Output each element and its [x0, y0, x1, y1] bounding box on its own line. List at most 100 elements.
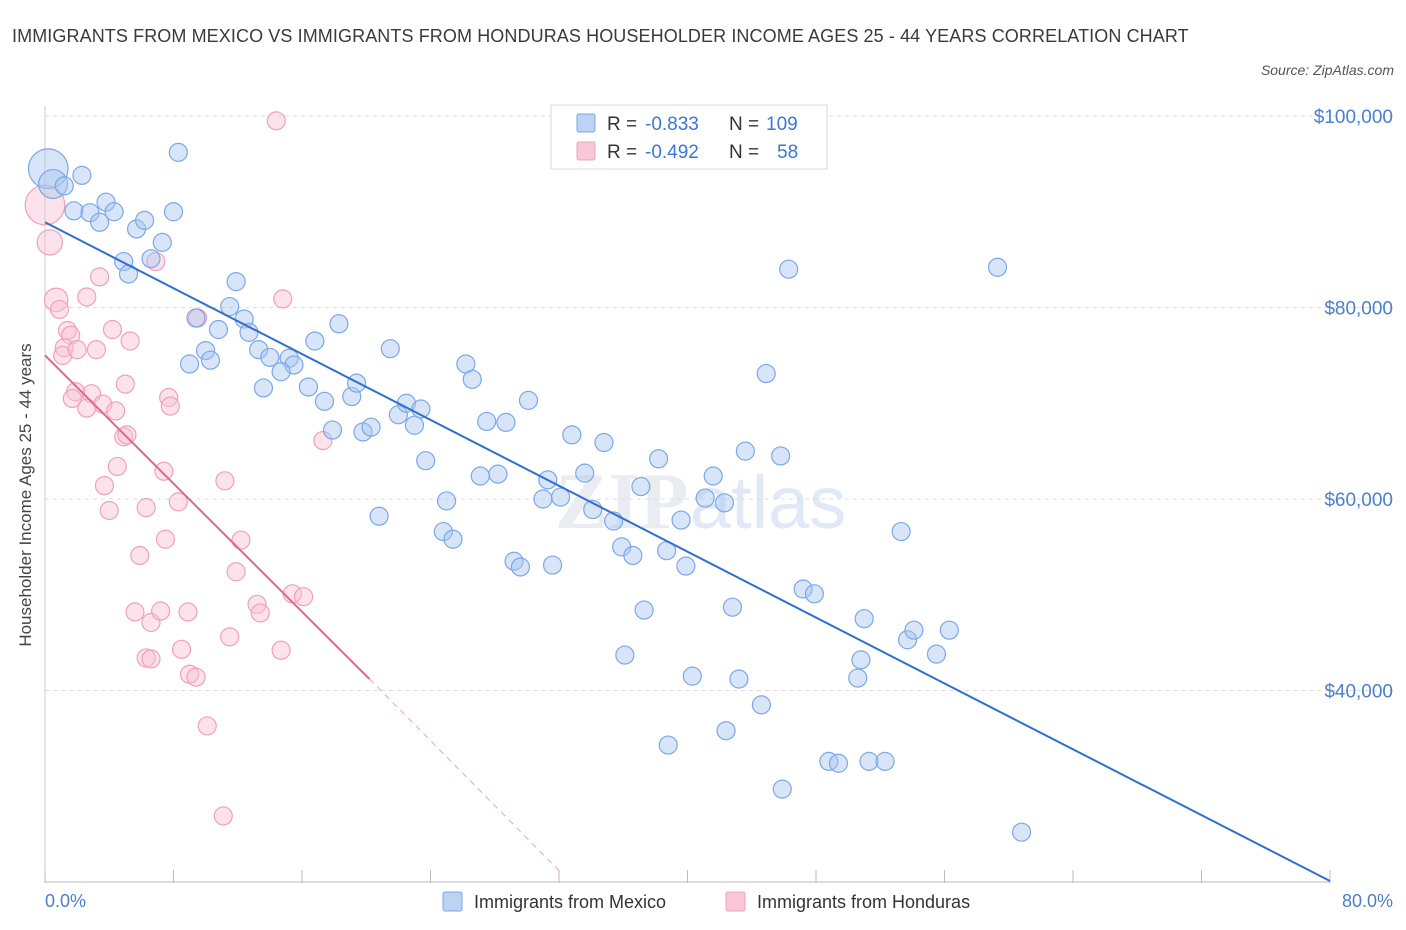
honduras-point — [90, 267, 110, 287]
honduras-point — [43, 287, 69, 313]
mexico-point — [271, 362, 291, 382]
mexico-point — [542, 555, 563, 575]
mexico-point — [305, 331, 325, 351]
mexico-point — [634, 600, 654, 620]
y-tick-label-2: $80,000 — [1324, 299, 1393, 320]
mexico-point — [854, 609, 874, 629]
honduras-trend-line — [44, 354, 371, 680]
honduras-point — [106, 401, 126, 421]
honduras-point — [197, 716, 217, 736]
mexico-point — [987, 257, 1008, 277]
mexico-point — [96, 192, 116, 212]
mexico-point — [828, 753, 849, 773]
legend-n-label-honduras: N = — [729, 142, 759, 163]
mexico-point — [722, 597, 743, 617]
mexico-point — [416, 451, 436, 471]
honduras-point — [168, 492, 188, 512]
honduras-point — [115, 374, 135, 394]
bottom-legend: Immigrants from Mexico Immigrants from H… — [442, 891, 970, 912]
mexico-point — [361, 417, 381, 437]
honduras-point — [117, 425, 137, 445]
mexico-point — [388, 405, 408, 425]
bottom-legend-swatch-mexico — [442, 891, 463, 912]
y-tick-label-1: $60,000 — [1324, 490, 1393, 511]
honduras-point — [61, 325, 81, 345]
y-tick-label-0: $40,000 — [1324, 682, 1393, 703]
mexico-point — [676, 556, 696, 576]
legend-n-value-mexico: 109 — [766, 114, 798, 135]
honduras-point — [294, 587, 314, 607]
honduras-point — [171, 639, 192, 659]
honduras-point — [114, 427, 134, 447]
honduras-point — [49, 299, 70, 320]
chart-title: IMMIGRANTS FROM MEXICO VS IMMIGRANTS FRO… — [12, 26, 1189, 46]
legend-r-label-mexico: R = — [607, 114, 637, 135]
mexico-point — [594, 432, 614, 453]
mexico-point — [380, 339, 400, 359]
honduras-point — [213, 806, 233, 826]
mexico-point — [462, 369, 482, 389]
honduras-point — [77, 287, 97, 307]
mexico-point — [926, 644, 947, 664]
honduras-point — [94, 475, 115, 496]
mexico-point — [163, 202, 184, 222]
legend-swatch-mexico — [576, 113, 596, 133]
mexico-point — [253, 378, 274, 398]
mexico-point — [859, 751, 879, 771]
honduras-point — [67, 340, 87, 360]
mexico-point — [562, 425, 582, 445]
mexico-point — [196, 340, 216, 361]
honduras-point — [136, 498, 156, 518]
honduras-point — [160, 396, 180, 416]
honduras-point — [178, 602, 198, 622]
mexico-point — [551, 487, 571, 507]
mexico-point — [615, 645, 635, 665]
mexico-point — [819, 751, 839, 771]
watermark-atlas: atlas — [690, 461, 846, 544]
y-tick-label-3: $100,000 — [1314, 107, 1393, 128]
watermark-zip: ZIP — [555, 458, 688, 546]
mexico-point — [54, 176, 74, 196]
mexico-point — [477, 411, 497, 432]
honduras-point — [53, 345, 73, 365]
legend-r-label-honduras: R = — [607, 142, 637, 163]
mexico-point — [226, 272, 246, 292]
honduras-point — [86, 340, 107, 360]
mexico-point — [260, 347, 280, 367]
mexico-point — [648, 449, 669, 469]
mexico-point — [496, 412, 516, 432]
honduras-point — [141, 649, 161, 669]
honduras-point — [154, 461, 174, 481]
mexico-point — [90, 212, 110, 232]
honduras-point — [215, 471, 235, 491]
legend-n-value-honduras: 58 — [777, 142, 798, 163]
mexico-point — [369, 506, 389, 526]
honduras-point — [250, 603, 270, 623]
mexico-point — [779, 259, 799, 279]
honduras-point — [226, 562, 246, 582]
mexico-point — [518, 390, 539, 410]
mexico-point — [671, 510, 691, 530]
mexico-point — [298, 377, 319, 397]
mexico-point — [631, 476, 651, 497]
honduras-point — [151, 601, 171, 621]
honduras-point — [155, 529, 176, 549]
mexico-point — [771, 446, 791, 466]
honduras-point — [266, 111, 286, 131]
mexico-trend-line — [44, 221, 1331, 882]
legend-swatch-honduras — [576, 141, 596, 161]
mexico-point — [1011, 822, 1032, 842]
mexico-point — [714, 493, 735, 513]
mexico-point — [735, 441, 755, 461]
honduras-point — [36, 229, 64, 256]
honduras-trend-extension — [369, 678, 560, 871]
honduras-point — [313, 430, 333, 451]
honduras-point — [231, 530, 251, 550]
mexico-point — [533, 489, 553, 509]
mexico-point — [186, 308, 206, 328]
honduras-point — [77, 398, 97, 418]
mexico-point — [134, 210, 155, 230]
mexico-point — [851, 650, 871, 670]
mexico-point — [329, 314, 349, 334]
